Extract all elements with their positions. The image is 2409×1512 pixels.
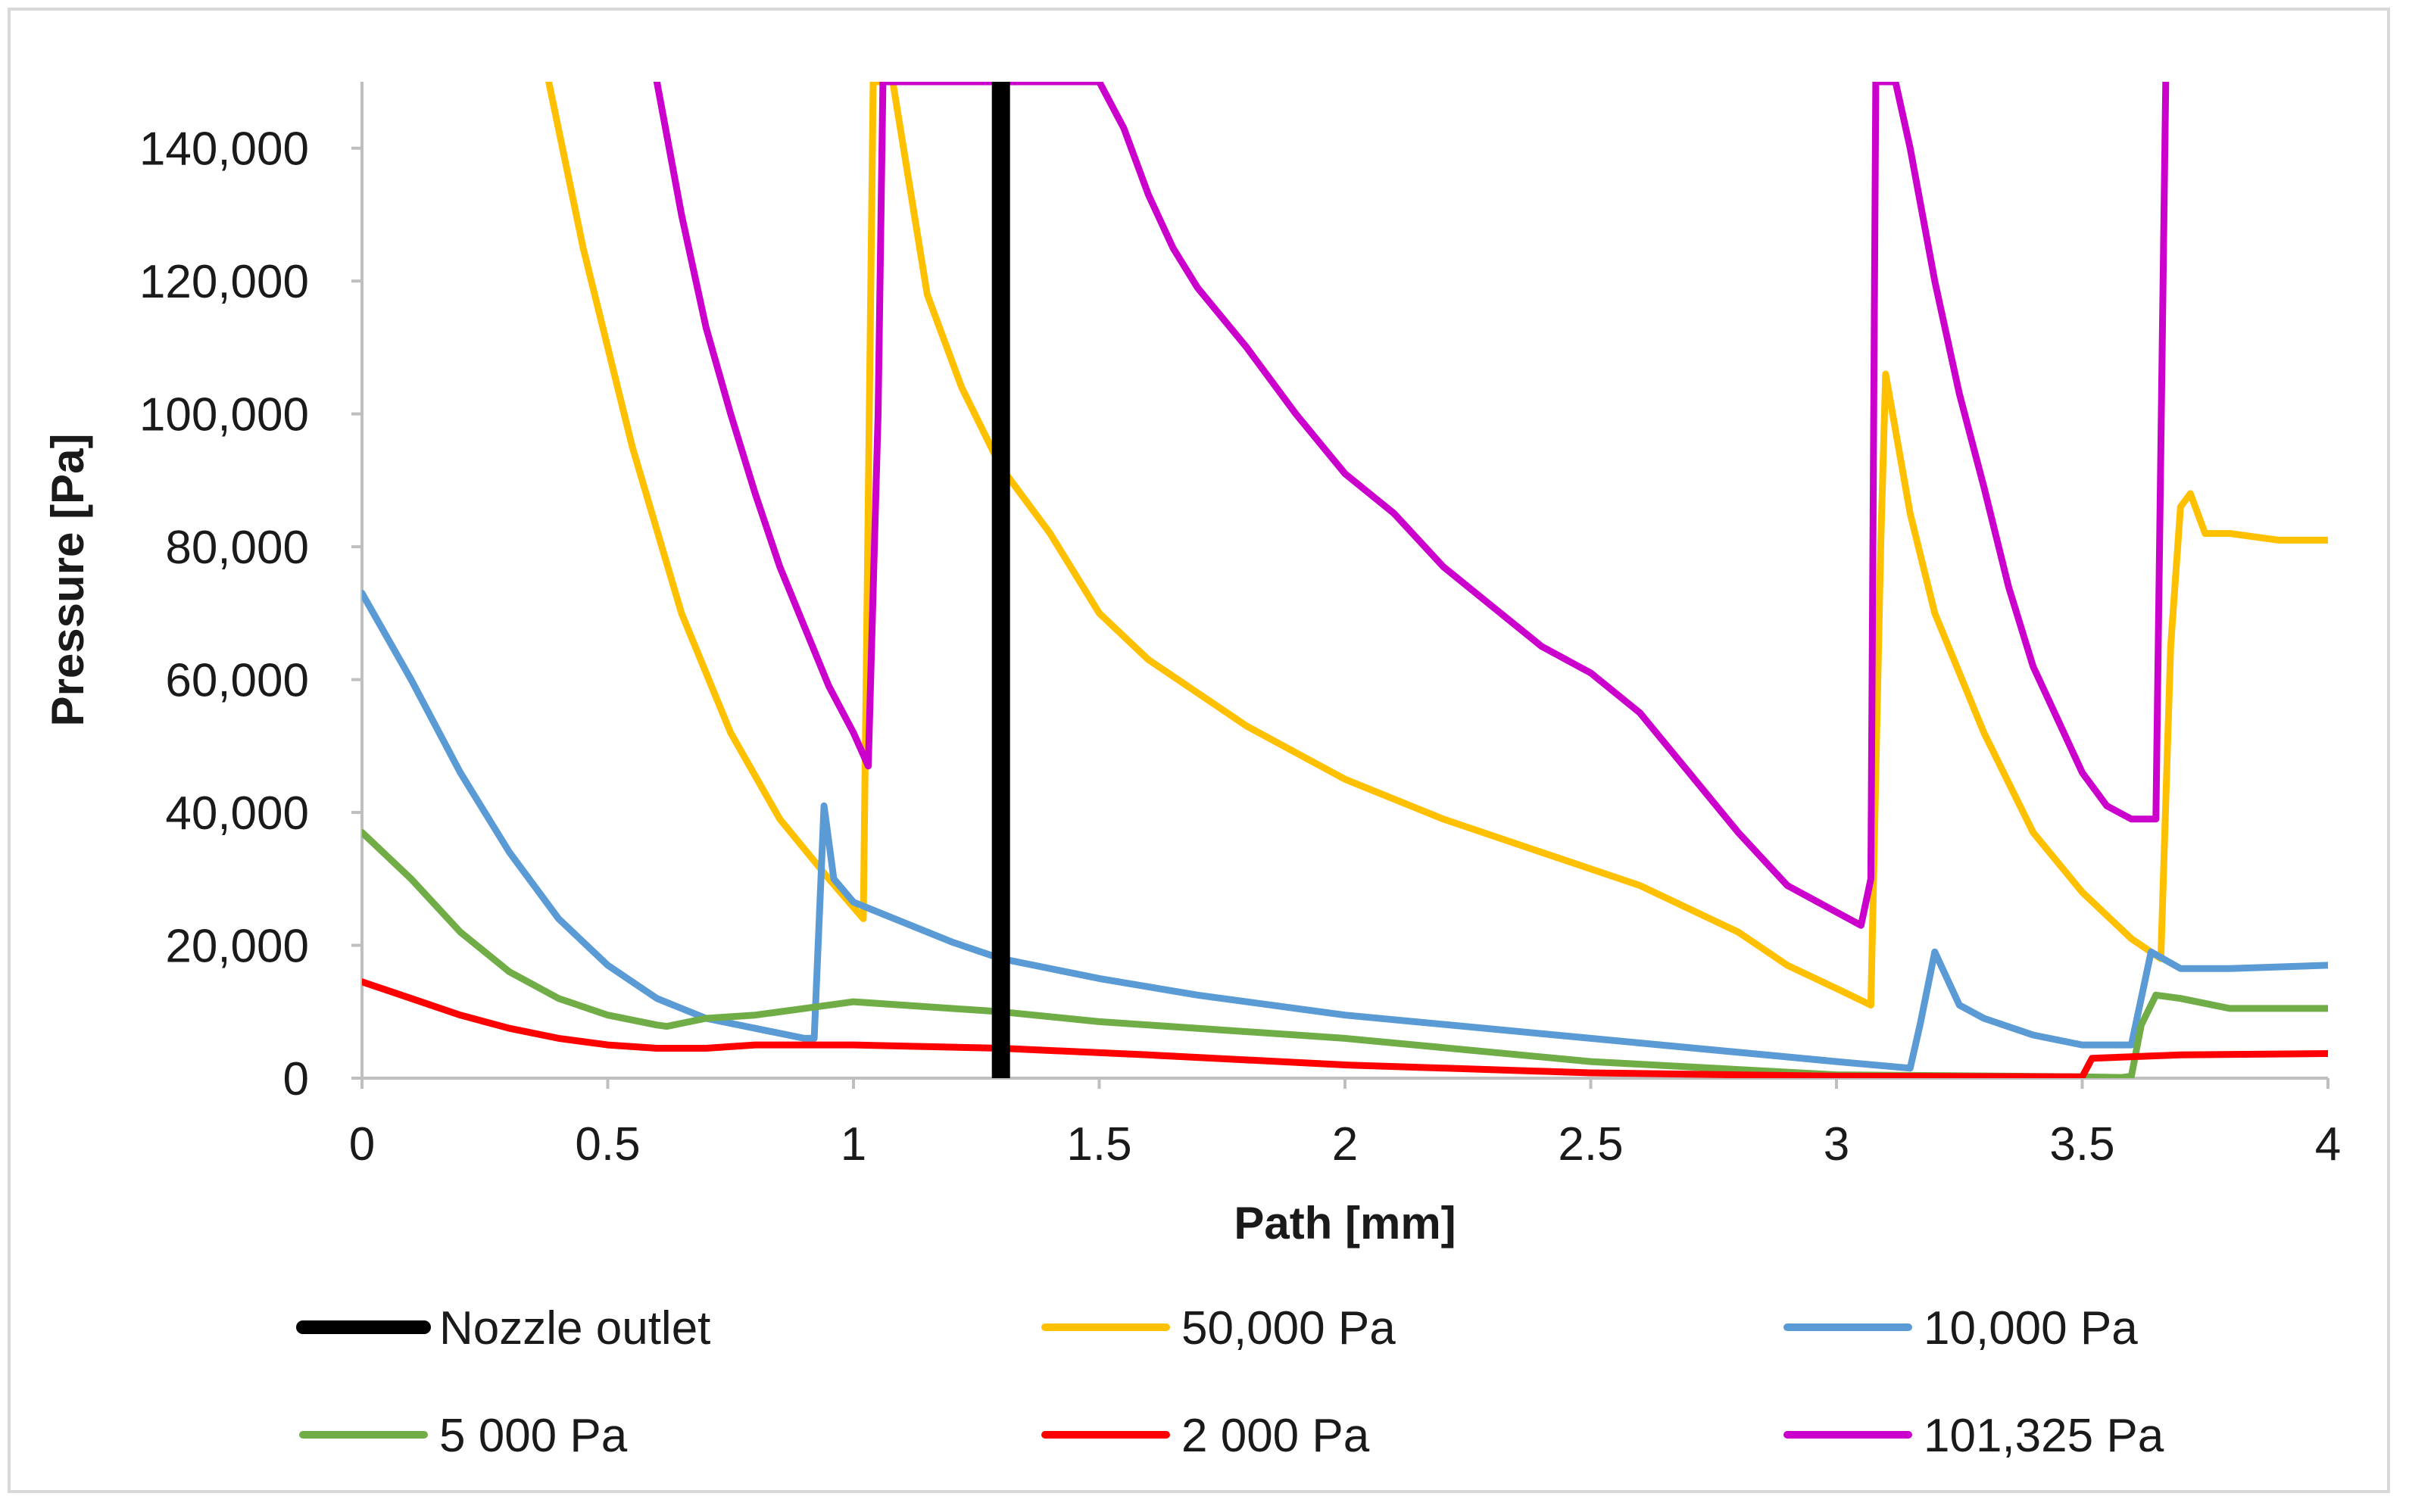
- legend-item: 10,000 Pa: [1783, 1302, 2138, 1355]
- x-axis-title: Path [mm]: [1234, 1198, 1456, 1249]
- legend-item: 101,325 Pa: [1783, 1410, 2164, 1462]
- y-tick-label: 100,000: [139, 389, 309, 441]
- x-tick-label: 3.5: [2049, 1118, 2114, 1171]
- x-tick-label: 0.5: [575, 1118, 640, 1171]
- legend-label: Nozzle outlet: [439, 1302, 710, 1355]
- legend-label: 10,000 Pa: [1924, 1302, 2138, 1355]
- x-tick-label: 3: [1824, 1118, 1849, 1171]
- x-tick-label: 2.5: [1558, 1118, 1623, 1171]
- x-tick-label: 1.5: [1066, 1118, 1131, 1171]
- x-tick-label: 0: [349, 1118, 375, 1171]
- x-tick-label: 4: [2315, 1118, 2341, 1171]
- x-tick-labels: 0 0.5 1 1.5 2 2.5 3 3.5 4: [349, 1078, 2341, 1171]
- y-axis-title: Pressure [Pa]: [42, 434, 93, 727]
- legend-label: 5 000 Pa: [439, 1410, 628, 1462]
- legend-item: Nozzle outlet: [296, 1302, 710, 1355]
- y-tick-label: 40,000: [165, 787, 309, 840]
- legend-label: 2 000 Pa: [1181, 1410, 1370, 1462]
- legend-item: 50,000 Pa: [1041, 1302, 1396, 1355]
- legend: Nozzle outlet 50,000 Pa 10,000 Pa 5 000 Pa 2…: [296, 1302, 2164, 1462]
- legend-label: 101,325 Pa: [1924, 1410, 2164, 1462]
- y-tick-label: 20,000: [165, 921, 309, 973]
- series-line: [362, 590, 2328, 1072]
- x-tick-label: 1: [841, 1118, 866, 1171]
- y-tick-label: 80,000: [165, 522, 309, 574]
- y-tick-label: 60,000: [165, 655, 309, 707]
- y-tick-label: 140,000: [139, 123, 309, 176]
- legend-label: 50,000 Pa: [1181, 1302, 1396, 1355]
- series-line: [545, 82, 2328, 1009]
- legend-item: 5 000 Pa: [299, 1410, 628, 1462]
- series-lines: [362, 82, 2328, 1078]
- y-tick-labels: 0 20,000 40,000 60,000 80,000 100,000 120,000 1…: [139, 123, 362, 1105]
- x-tick-label: 2: [1332, 1118, 1358, 1171]
- series-line: [362, 828, 2328, 1078]
- y-tick-label: 0: [283, 1053, 309, 1105]
- y-tick-label: 120,000: [139, 256, 309, 308]
- series-line: [362, 978, 2328, 1078]
- series-line: [653, 82, 2170, 929]
- legend-item: 2 000 Pa: [1041, 1410, 1370, 1462]
